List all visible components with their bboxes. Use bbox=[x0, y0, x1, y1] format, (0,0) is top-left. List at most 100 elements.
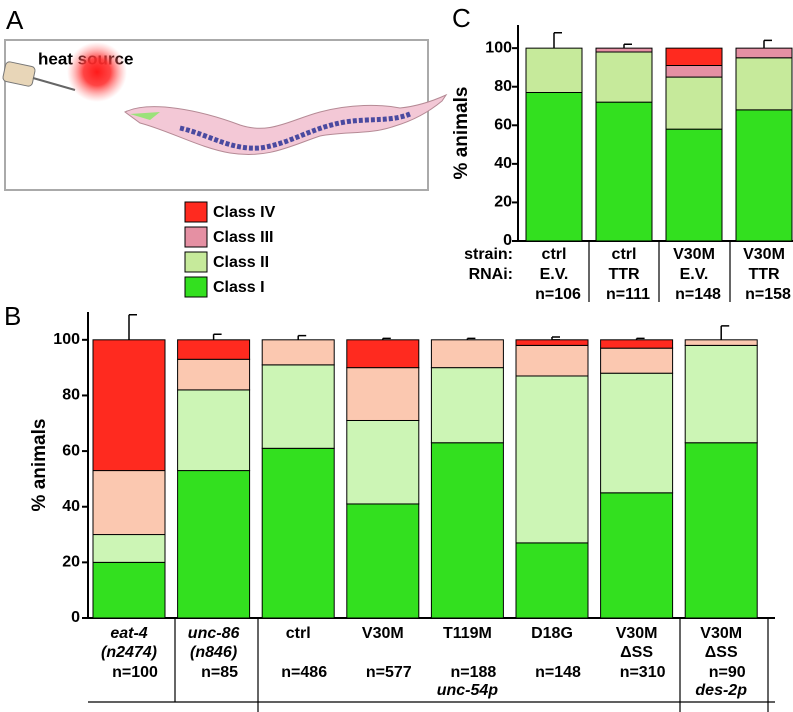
x-tick-label: ctrl bbox=[612, 246, 637, 263]
bar-segment bbox=[430, 442, 504, 619]
bar-segment bbox=[515, 542, 589, 619]
bar-segment bbox=[177, 339, 251, 360]
x-tick-label: T119M bbox=[443, 625, 492, 642]
bar-segment bbox=[665, 47, 723, 66]
legend-label: Class II bbox=[213, 254, 269, 271]
bar-segment bbox=[595, 101, 653, 242]
error-bar bbox=[551, 336, 560, 340]
legend-label: Class IV bbox=[213, 204, 276, 221]
x-tick-label: V30M bbox=[362, 625, 404, 642]
bar-segment bbox=[346, 419, 420, 505]
worm bbox=[124, 93, 448, 155]
x-tick-label: (n846) bbox=[190, 644, 237, 661]
bar-segment bbox=[600, 339, 674, 349]
y-tick-label: 40 bbox=[494, 155, 512, 172]
n-label: n=85 bbox=[201, 664, 238, 681]
n-label: n=188 bbox=[450, 664, 496, 681]
n-label: n=90 bbox=[709, 664, 746, 681]
bar-segment bbox=[515, 375, 589, 544]
syringe bbox=[2, 61, 76, 91]
n-label: n=106 bbox=[535, 286, 581, 303]
n-label: n=310 bbox=[620, 664, 666, 681]
y-tick-label: 100 bbox=[485, 39, 512, 56]
x-tick-label: V30M bbox=[616, 625, 658, 642]
panel-label: A bbox=[6, 5, 24, 35]
error-bar bbox=[212, 333, 222, 340]
legend-swatch bbox=[184, 226, 208, 248]
row-label: strain: bbox=[464, 246, 513, 263]
bar-segment bbox=[261, 339, 335, 366]
bar-segment bbox=[261, 364, 335, 449]
error-bar bbox=[128, 314, 137, 340]
table-lines-b bbox=[88, 618, 775, 712]
n-label: n=148 bbox=[675, 286, 721, 303]
x-tick-label: V30M bbox=[673, 246, 715, 263]
bar-segment bbox=[92, 339, 166, 472]
x-tick-label: D18G bbox=[531, 625, 573, 642]
bar-segment bbox=[595, 51, 653, 103]
bar-segment bbox=[346, 367, 420, 421]
bar-segment bbox=[684, 344, 758, 444]
y-tick-label: 0 bbox=[503, 232, 512, 249]
table-lines-c bbox=[588, 241, 731, 302]
bar-segment bbox=[430, 339, 504, 369]
bar-segment bbox=[525, 92, 583, 242]
x-tick-label: V30M bbox=[700, 625, 742, 642]
y-axis-title: % animals bbox=[451, 87, 472, 180]
bar-segment bbox=[346, 339, 420, 369]
bar-segment bbox=[346, 503, 420, 619]
bar-segment bbox=[261, 447, 335, 619]
error-bar bbox=[635, 337, 645, 340]
panel-label: B bbox=[4, 301, 21, 331]
bar-segment bbox=[515, 344, 589, 377]
y-tick-label: 20 bbox=[62, 554, 80, 571]
rnai-label: E.V. bbox=[540, 266, 569, 283]
bar-segment bbox=[684, 442, 758, 619]
bar-segment bbox=[665, 128, 723, 242]
group-label: des-2p bbox=[695, 682, 747, 699]
legend-label: Class III bbox=[213, 229, 273, 246]
bar-segment bbox=[735, 47, 793, 59]
n-label: n=158 bbox=[745, 286, 791, 303]
y-tick-label: 100 bbox=[53, 331, 80, 348]
x-tick-label: ctrl bbox=[286, 625, 311, 642]
error-bar bbox=[466, 337, 476, 340]
error-bar bbox=[382, 337, 391, 340]
rnai-label: TTR bbox=[748, 266, 780, 283]
legend: Class IV Class III Class II Class I bbox=[184, 201, 276, 298]
rnai-label: TTR bbox=[608, 266, 640, 283]
y-tick-label: 0 bbox=[71, 609, 80, 626]
n-label: n=486 bbox=[281, 664, 327, 681]
bar-segment bbox=[525, 47, 583, 93]
bar-segment bbox=[735, 109, 793, 242]
bar-segment bbox=[665, 76, 723, 130]
y-tick-label: 60 bbox=[494, 117, 512, 134]
rnai-label: E.V. bbox=[680, 266, 709, 283]
x-tick-label: ΔSS bbox=[705, 644, 738, 661]
bar-segment bbox=[177, 389, 251, 472]
bar-segment bbox=[430, 367, 504, 444]
row-label: RNAi: bbox=[469, 266, 513, 283]
y-tick-label: 80 bbox=[494, 78, 512, 95]
bar-segment bbox=[177, 470, 251, 619]
panel-label: C bbox=[452, 3, 471, 33]
group-label: unc-54p bbox=[437, 682, 499, 699]
y-tick-label: 80 bbox=[62, 387, 80, 404]
bar-segment bbox=[92, 470, 166, 536]
n-label: n=100 bbox=[112, 664, 158, 681]
error-bar bbox=[297, 334, 307, 340]
legend-label: Class I bbox=[213, 279, 265, 296]
bar-segment bbox=[735, 57, 793, 111]
x-tick-label: (n2474) bbox=[101, 644, 157, 661]
bar-segment bbox=[600, 492, 674, 619]
x-tick-label: ΔSS bbox=[620, 644, 653, 661]
bar-segment bbox=[595, 47, 653, 53]
bar-segment bbox=[600, 372, 674, 494]
bar-segment bbox=[515, 339, 589, 346]
bar-segment bbox=[177, 358, 251, 391]
bar-segment bbox=[600, 347, 674, 374]
y-axis-title: % animals bbox=[29, 419, 50, 512]
legend-swatch bbox=[184, 276, 208, 298]
bar-segment bbox=[92, 561, 166, 619]
legend-swatch bbox=[184, 201, 208, 223]
